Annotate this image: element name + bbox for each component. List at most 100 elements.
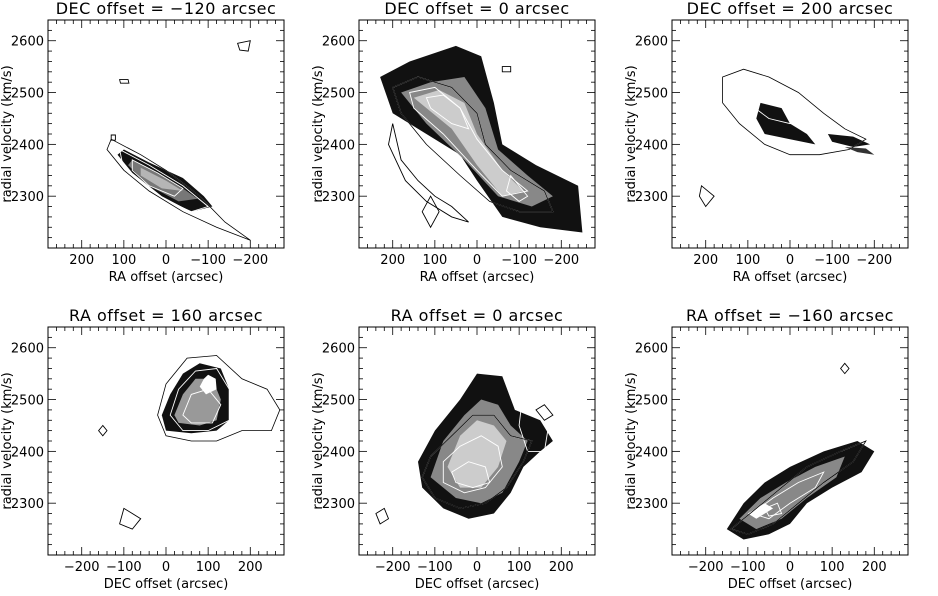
contour-2 xyxy=(751,471,825,520)
x-axis-label: RA offset (arcsec) xyxy=(733,270,848,285)
emission-layer-1 xyxy=(756,102,816,145)
plot-area xyxy=(91,40,251,241)
plot-area xyxy=(380,45,583,233)
y-tick-label: 2400 xyxy=(322,445,355,460)
y-tick-label: 2600 xyxy=(322,342,355,357)
x-tick-label: 0 xyxy=(162,253,170,268)
contour-2 xyxy=(743,84,804,125)
x-tick-label: −200 xyxy=(856,253,892,268)
plot-area xyxy=(700,362,875,541)
plot-area xyxy=(698,63,875,208)
contour-6 xyxy=(535,404,554,421)
x-tick-label: 0 xyxy=(786,560,794,575)
x-tick-label: −200 xyxy=(64,560,100,575)
x-tick-label: 0 xyxy=(786,253,794,268)
y-axis-label: radial velocity (km/s) xyxy=(0,372,15,509)
contour-4 xyxy=(169,440,201,473)
contour-outline xyxy=(157,355,281,442)
x-axis-label: RA offset (arcsec) xyxy=(420,270,535,285)
y-tick-label: 2600 xyxy=(11,342,44,357)
contour-5 xyxy=(388,123,469,223)
x-tick-label: 100 xyxy=(735,253,760,268)
panel-1: 200 100 0 −100 −200 2300 2400 2500 2600 RA offset… xyxy=(0,0,285,285)
x-tick-label: −100 xyxy=(814,253,850,268)
plot-frame xyxy=(47,326,285,556)
y-tick-label: 2300 xyxy=(11,190,44,205)
y-axis-label: radial velocity (km/s) xyxy=(0,65,15,202)
contour-5 xyxy=(237,40,251,52)
contour-7 xyxy=(501,66,512,73)
x-tick-label: −200 xyxy=(375,560,411,575)
panel-title: DEC offset = −120 arcsec xyxy=(56,0,277,18)
x-tick-label: 200 xyxy=(549,560,574,575)
contour-4 xyxy=(700,518,724,541)
emission-layer-3 xyxy=(199,374,217,395)
y-tick-label: 2400 xyxy=(11,138,44,153)
y-tick-label: 2500 xyxy=(635,394,668,409)
x-tick-label: 100 xyxy=(820,560,845,575)
x-tick-label: 100 xyxy=(111,253,136,268)
y-axis-label: radial velocity (km/s) xyxy=(311,65,326,202)
contour-3 xyxy=(764,502,783,517)
contour-outline xyxy=(392,76,554,213)
x-tick-label: −100 xyxy=(417,560,453,575)
y-tick-label: 2400 xyxy=(635,138,668,153)
panel-2: 200 100 0 −100 −200 2300 2400 2500 2600 RA offset… xyxy=(311,0,596,285)
x-tick-label: −200 xyxy=(688,560,724,575)
y-tick-label: 2300 xyxy=(635,497,668,512)
x-tick-label: −200 xyxy=(232,253,268,268)
panel-title: RA offset = 0 arcsec xyxy=(391,306,564,325)
contour-outline xyxy=(722,68,867,156)
contour-2 xyxy=(442,435,503,494)
y-axis-label: radial velocity (km/s) xyxy=(624,372,639,509)
y-tick-label: 2600 xyxy=(11,35,44,50)
emission-layer-3 xyxy=(413,90,524,197)
plot-area xyxy=(375,373,554,525)
y-tick-label: 2400 xyxy=(11,445,44,460)
y-tick-label: 2500 xyxy=(11,394,44,409)
contour-4 xyxy=(131,159,184,197)
x-tick-label: −100 xyxy=(730,560,766,575)
y-tick-label: 2600 xyxy=(322,35,355,50)
y-tick-label: 2500 xyxy=(11,87,44,102)
contour-5 xyxy=(375,507,390,525)
y-tick-label: 2300 xyxy=(11,497,44,512)
x-tick-label: 200 xyxy=(69,253,94,268)
x-tick-label: 200 xyxy=(380,253,405,268)
plot-area xyxy=(98,355,281,530)
y-tick-label: 2400 xyxy=(322,138,355,153)
y-tick-label: 2400 xyxy=(635,445,668,460)
x-axis-label: RA offset (arcsec) xyxy=(109,270,224,285)
panel-6: −200 −100 0 100 200 2300 2400 2500 2600 DEC offse… xyxy=(624,306,909,592)
y-tick-label: 2600 xyxy=(635,35,668,50)
x-tick-label: 100 xyxy=(422,253,447,268)
x-tick-label: 100 xyxy=(507,560,532,575)
y-axis-label: radial velocity (km/s) xyxy=(624,65,639,202)
contour-3 xyxy=(730,117,749,151)
x-tick-label: 200 xyxy=(693,253,718,268)
panel-title: DEC offset = 200 arcsec xyxy=(687,0,894,18)
contour-4 xyxy=(518,388,550,452)
y-tick-label: 2600 xyxy=(635,342,668,357)
panel-title: RA offset = 160 arcsec xyxy=(69,306,263,325)
y-axis-label: radial velocity (km/s) xyxy=(311,372,326,509)
contour-6 xyxy=(421,195,440,229)
contour-7 xyxy=(110,134,116,141)
panel-title: DEC offset = 0 arcsec xyxy=(384,0,569,18)
x-tick-label: 200 xyxy=(862,560,887,575)
contour-5 xyxy=(119,507,142,530)
panel-title: RA offset = −160 arcsec xyxy=(686,306,894,325)
contour-outline xyxy=(106,138,251,241)
panel-4: −200 −100 0 100 200 2300 2400 2500 2600 DEC offse… xyxy=(0,306,285,592)
y-tick-label: 2500 xyxy=(322,394,355,409)
x-tick-label: 0 xyxy=(473,560,481,575)
emission-layer-3 xyxy=(140,167,183,191)
panel-5: −200 −100 0 100 200 2300 2400 2500 2600 DEC offse… xyxy=(311,306,596,592)
contour-2 xyxy=(91,179,112,236)
contour-outline xyxy=(421,414,533,509)
panel-3: 200 100 0 −100 −200 2300 2400 2500 2600 RA offset… xyxy=(624,0,909,285)
x-tick-label: −100 xyxy=(190,253,226,268)
contour-5 xyxy=(698,184,715,208)
y-tick-label: 2500 xyxy=(322,87,355,102)
contour-3 xyxy=(182,388,222,424)
